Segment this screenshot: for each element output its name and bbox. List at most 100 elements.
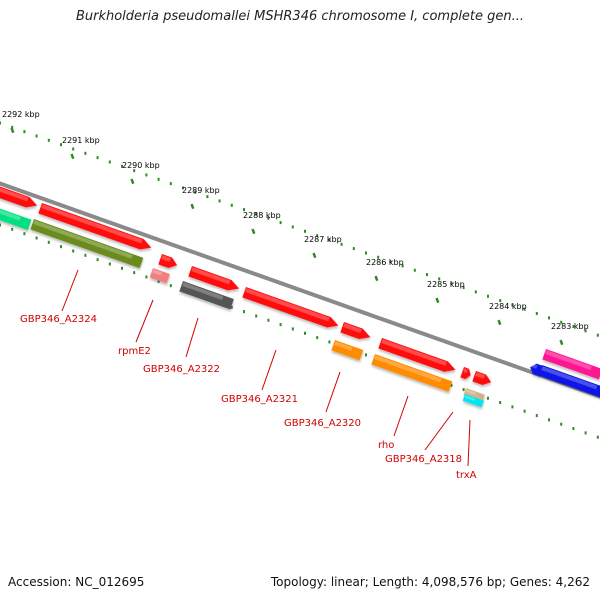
bottom-tick-dot <box>11 227 14 231</box>
top-tick-dot <box>584 329 587 333</box>
top-tick-dot <box>47 138 50 142</box>
bottom-tick-dot <box>535 414 538 418</box>
bottom-tick-dot <box>279 323 282 327</box>
bottom-tick-dot <box>35 236 38 240</box>
leader-line <box>467 419 471 467</box>
gene-arrow <box>331 340 364 361</box>
tick-label: 2288 kbp <box>243 211 281 220</box>
gene-arrow <box>378 338 456 372</box>
top-tick-dot <box>84 151 87 155</box>
gene-arrow <box>463 388 485 402</box>
top-tick-dot <box>401 264 404 268</box>
bottom-tick-dot <box>84 253 87 257</box>
backbone <box>0 181 600 399</box>
bottom-tick-dot <box>499 401 502 405</box>
major-tick <box>374 275 379 282</box>
top-tick-dot <box>169 182 172 186</box>
gene-arrow <box>472 371 492 385</box>
bottom-tick-dot <box>462 388 465 392</box>
gene-label: rho <box>378 440 394 451</box>
tick-labels: 2292 kbp 2291 kbp 2290 kbp 2289 kbp 2288 kbp… <box>2 110 589 346</box>
top-tick-dot <box>0 121 1 125</box>
tick-label: 2287 kbp <box>304 235 342 244</box>
top-tick-dot <box>450 281 453 285</box>
gene-arrow <box>179 281 234 310</box>
top-tick-dot <box>121 164 123 168</box>
gene-arrow <box>340 322 371 340</box>
leader-line <box>261 349 277 391</box>
top-tick-dot <box>548 316 550 320</box>
bottom-tick-dot <box>267 318 270 322</box>
bottom-tick-dot <box>450 383 453 387</box>
gene-arrow <box>158 254 178 268</box>
top-tick-dot <box>365 251 367 255</box>
gene-label: GBP346_A2322 <box>143 364 220 375</box>
bottom-tick-dot <box>291 327 294 331</box>
tick-label: 2285 kbp <box>427 280 465 289</box>
top-tick-dot <box>206 195 209 199</box>
gene-arrow <box>188 266 240 291</box>
bottom-tick-dot <box>108 262 111 266</box>
top-tick-dot <box>377 255 380 259</box>
top-tick-dot <box>108 160 111 164</box>
top-tick-dot <box>267 216 270 220</box>
top-tick-dot <box>35 134 38 138</box>
top-tick-dot <box>596 333 599 337</box>
major-tick <box>497 319 502 326</box>
bottom-tick-dot <box>47 240 50 244</box>
gene-label: rpmE2 <box>118 346 151 357</box>
bottom-tick-dot <box>0 223 1 227</box>
leader-line <box>61 269 79 312</box>
gene-arrow <box>538 365 600 399</box>
gene-arrow <box>460 367 471 380</box>
bottom-tick-dot <box>169 284 172 288</box>
bottom-tick-dot <box>230 305 233 309</box>
major-tick <box>70 153 75 160</box>
major-tick <box>190 203 195 210</box>
bottom-tick-dot <box>60 245 62 249</box>
top-tick-dot <box>60 143 62 147</box>
tick-label: 2290 kbp <box>122 161 160 170</box>
top-tick-dot <box>243 208 245 212</box>
top-tick-dot <box>255 212 258 216</box>
tick-row-bottom <box>0 223 599 439</box>
gene-label: GBP346_A2320 <box>284 418 361 429</box>
top-tick-dot <box>328 238 331 242</box>
bottom-tick-dot <box>121 266 123 270</box>
gene-arrow <box>0 183 38 208</box>
leader-line <box>393 395 409 437</box>
gene-label: GBP346_A2318 <box>385 454 462 465</box>
major-tick <box>251 228 256 235</box>
top-tick-dot <box>11 125 14 129</box>
major-tick <box>312 252 317 259</box>
leader-line <box>185 317 199 358</box>
tick-row-top <box>0 121 599 337</box>
top-tick-dot <box>572 325 575 329</box>
bottom-tick-dot <box>255 314 258 318</box>
top-tick-dot <box>157 177 160 181</box>
gene-label: GBP346_A2324 <box>20 314 97 325</box>
gene-arrow <box>149 268 170 284</box>
bottom-tick-dot <box>523 409 526 413</box>
bottom-tick-dot <box>572 427 575 431</box>
top-tick-dot <box>23 130 26 134</box>
major-tick <box>559 339 564 346</box>
top-tick-dot <box>511 303 514 307</box>
bottom-tick-dot <box>133 271 136 275</box>
top-tick-dot <box>133 169 136 173</box>
bottom-tick-dot <box>560 422 563 426</box>
tick-label: 2289 kbp <box>182 186 220 195</box>
tick-label: 2291 kbp <box>62 136 100 145</box>
bottom-tick-dot <box>23 232 26 236</box>
top-tick-dot <box>389 260 392 264</box>
bottom-tick-dot <box>145 275 148 279</box>
tick-label: 2284 kbp <box>489 302 527 311</box>
top-tick-dot <box>182 186 184 190</box>
leader-line <box>325 371 341 413</box>
bottom-tick-dot <box>548 418 550 422</box>
bottom-tick-dot <box>96 258 99 262</box>
gene-label-leaders <box>61 269 471 467</box>
backbone-line <box>0 181 600 399</box>
top-tick-dot <box>499 299 502 303</box>
bottom-tick-dot <box>72 249 75 253</box>
